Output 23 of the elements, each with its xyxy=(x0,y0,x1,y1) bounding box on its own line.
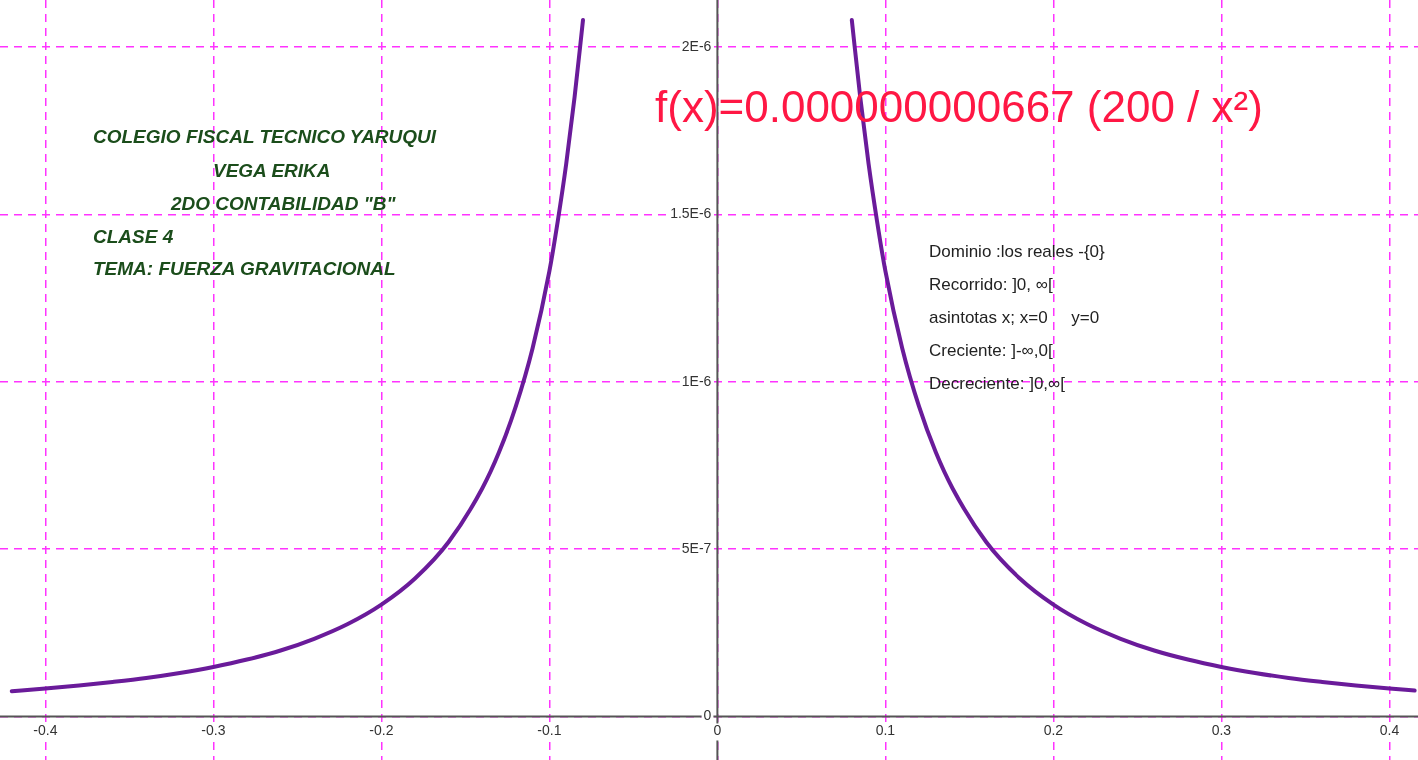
annotation: Dominio :los reales -{0} xyxy=(929,242,1105,262)
x-tick-label: -0.3 xyxy=(201,722,226,739)
annotation: TEMA: FUERZA GRAVITACIONAL xyxy=(93,258,396,280)
x-tick-label: -0.4 xyxy=(33,722,58,739)
y-tick-label: 2E-6 xyxy=(681,37,712,54)
y-tick-label: 0 xyxy=(703,707,712,724)
annotation: CLASE 4 xyxy=(93,226,174,248)
annotation: asintotas x; x=0 y=0 xyxy=(929,308,1100,328)
x-tick-label: 0.2 xyxy=(1043,722,1064,739)
annotation: Creciente: ]-∞,0[ xyxy=(929,341,1053,361)
y-tick-label: 5E-7 xyxy=(681,539,712,556)
y-tick-label: 1E-6 xyxy=(681,372,712,389)
x-tick-label: -0.1 xyxy=(537,722,562,739)
annotation: COLEGIO FISCAL TECNICO YARUQUI xyxy=(93,126,437,148)
y-tick-label: 1.5E-6 xyxy=(670,205,712,222)
annotation: VEGA ERIKA xyxy=(213,160,331,182)
x-tick-label: -0.2 xyxy=(369,722,394,739)
annotation: 2DO CONTABILIDAD "B" xyxy=(171,193,396,215)
x-tick-label: 0.3 xyxy=(1211,722,1232,739)
annotation: Recorrido: ]0, ∞[ xyxy=(929,275,1053,295)
x-tick-label: 0.1 xyxy=(875,722,896,739)
annotation: Decreciente: ]0,∞[ xyxy=(929,374,1065,394)
x-tick-label: 0.4 xyxy=(1379,722,1400,739)
